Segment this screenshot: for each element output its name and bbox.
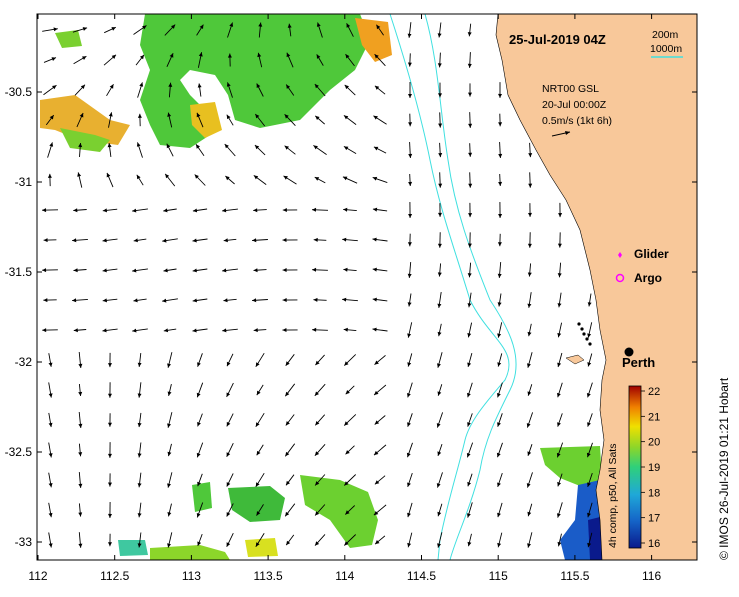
colorbar-tick-label: 21 xyxy=(648,411,660,423)
sst-patch-s1 xyxy=(192,482,212,512)
y-tick-label: -33 xyxy=(15,535,33,549)
current-note-line2: 20-Jul 00:00Z xyxy=(542,99,607,111)
sst-patch-s6 xyxy=(245,538,278,557)
colorbar-tick-label: 22 xyxy=(648,386,660,398)
current-note-line3: 0.5m/s (1kt 6h) xyxy=(542,115,612,127)
x-tick-label: 113 xyxy=(182,569,201,583)
credit-text: © IMOS 26-Jul-2019 01:21 Hobart xyxy=(717,377,731,560)
sst-colorbar xyxy=(629,386,641,548)
colorbar-tick-label: 18 xyxy=(648,487,660,499)
argo-legend-label: Argo xyxy=(634,271,662,285)
y-tick-label: -32 xyxy=(15,355,33,369)
x-tick-label: 113.5 xyxy=(254,569,283,583)
colorbar-tick-label: 17 xyxy=(648,513,660,525)
colorbar-label: 4h comp, p50, All Sats xyxy=(607,444,619,548)
x-tick-label: 114.5 xyxy=(407,569,436,583)
y-tick-label: -31 xyxy=(15,175,33,189)
isobath-legend-200m: 200m xyxy=(652,29,679,41)
map-title: 25-Jul-2019 04Z xyxy=(509,32,606,47)
x-tick-label: 112.5 xyxy=(100,569,129,583)
x-tick-label: 114 xyxy=(335,569,354,583)
x-tick-label: 116 xyxy=(642,569,661,583)
sst-patch-s4 xyxy=(118,540,148,556)
y-tick-label: -31.5 xyxy=(5,265,33,279)
colorbar-tick-label: 16 xyxy=(648,538,660,550)
current-note-line1: NRT00 GSL xyxy=(542,83,599,95)
perth-label: Perth xyxy=(622,355,655,370)
x-tick-label: 115 xyxy=(489,569,508,583)
x-tick-label: 115.5 xyxy=(560,569,589,583)
colorbar-tick-label: 19 xyxy=(648,462,660,474)
colorbar-tick-label: 20 xyxy=(648,437,660,449)
y-tick-label: -30.5 xyxy=(5,85,33,99)
glider-legend-label: Glider xyxy=(634,247,669,261)
x-tick-label: 112 xyxy=(28,569,47,583)
y-tick-label: -32.5 xyxy=(5,445,33,459)
isobath-legend-1000m: 1000m xyxy=(650,43,682,55)
